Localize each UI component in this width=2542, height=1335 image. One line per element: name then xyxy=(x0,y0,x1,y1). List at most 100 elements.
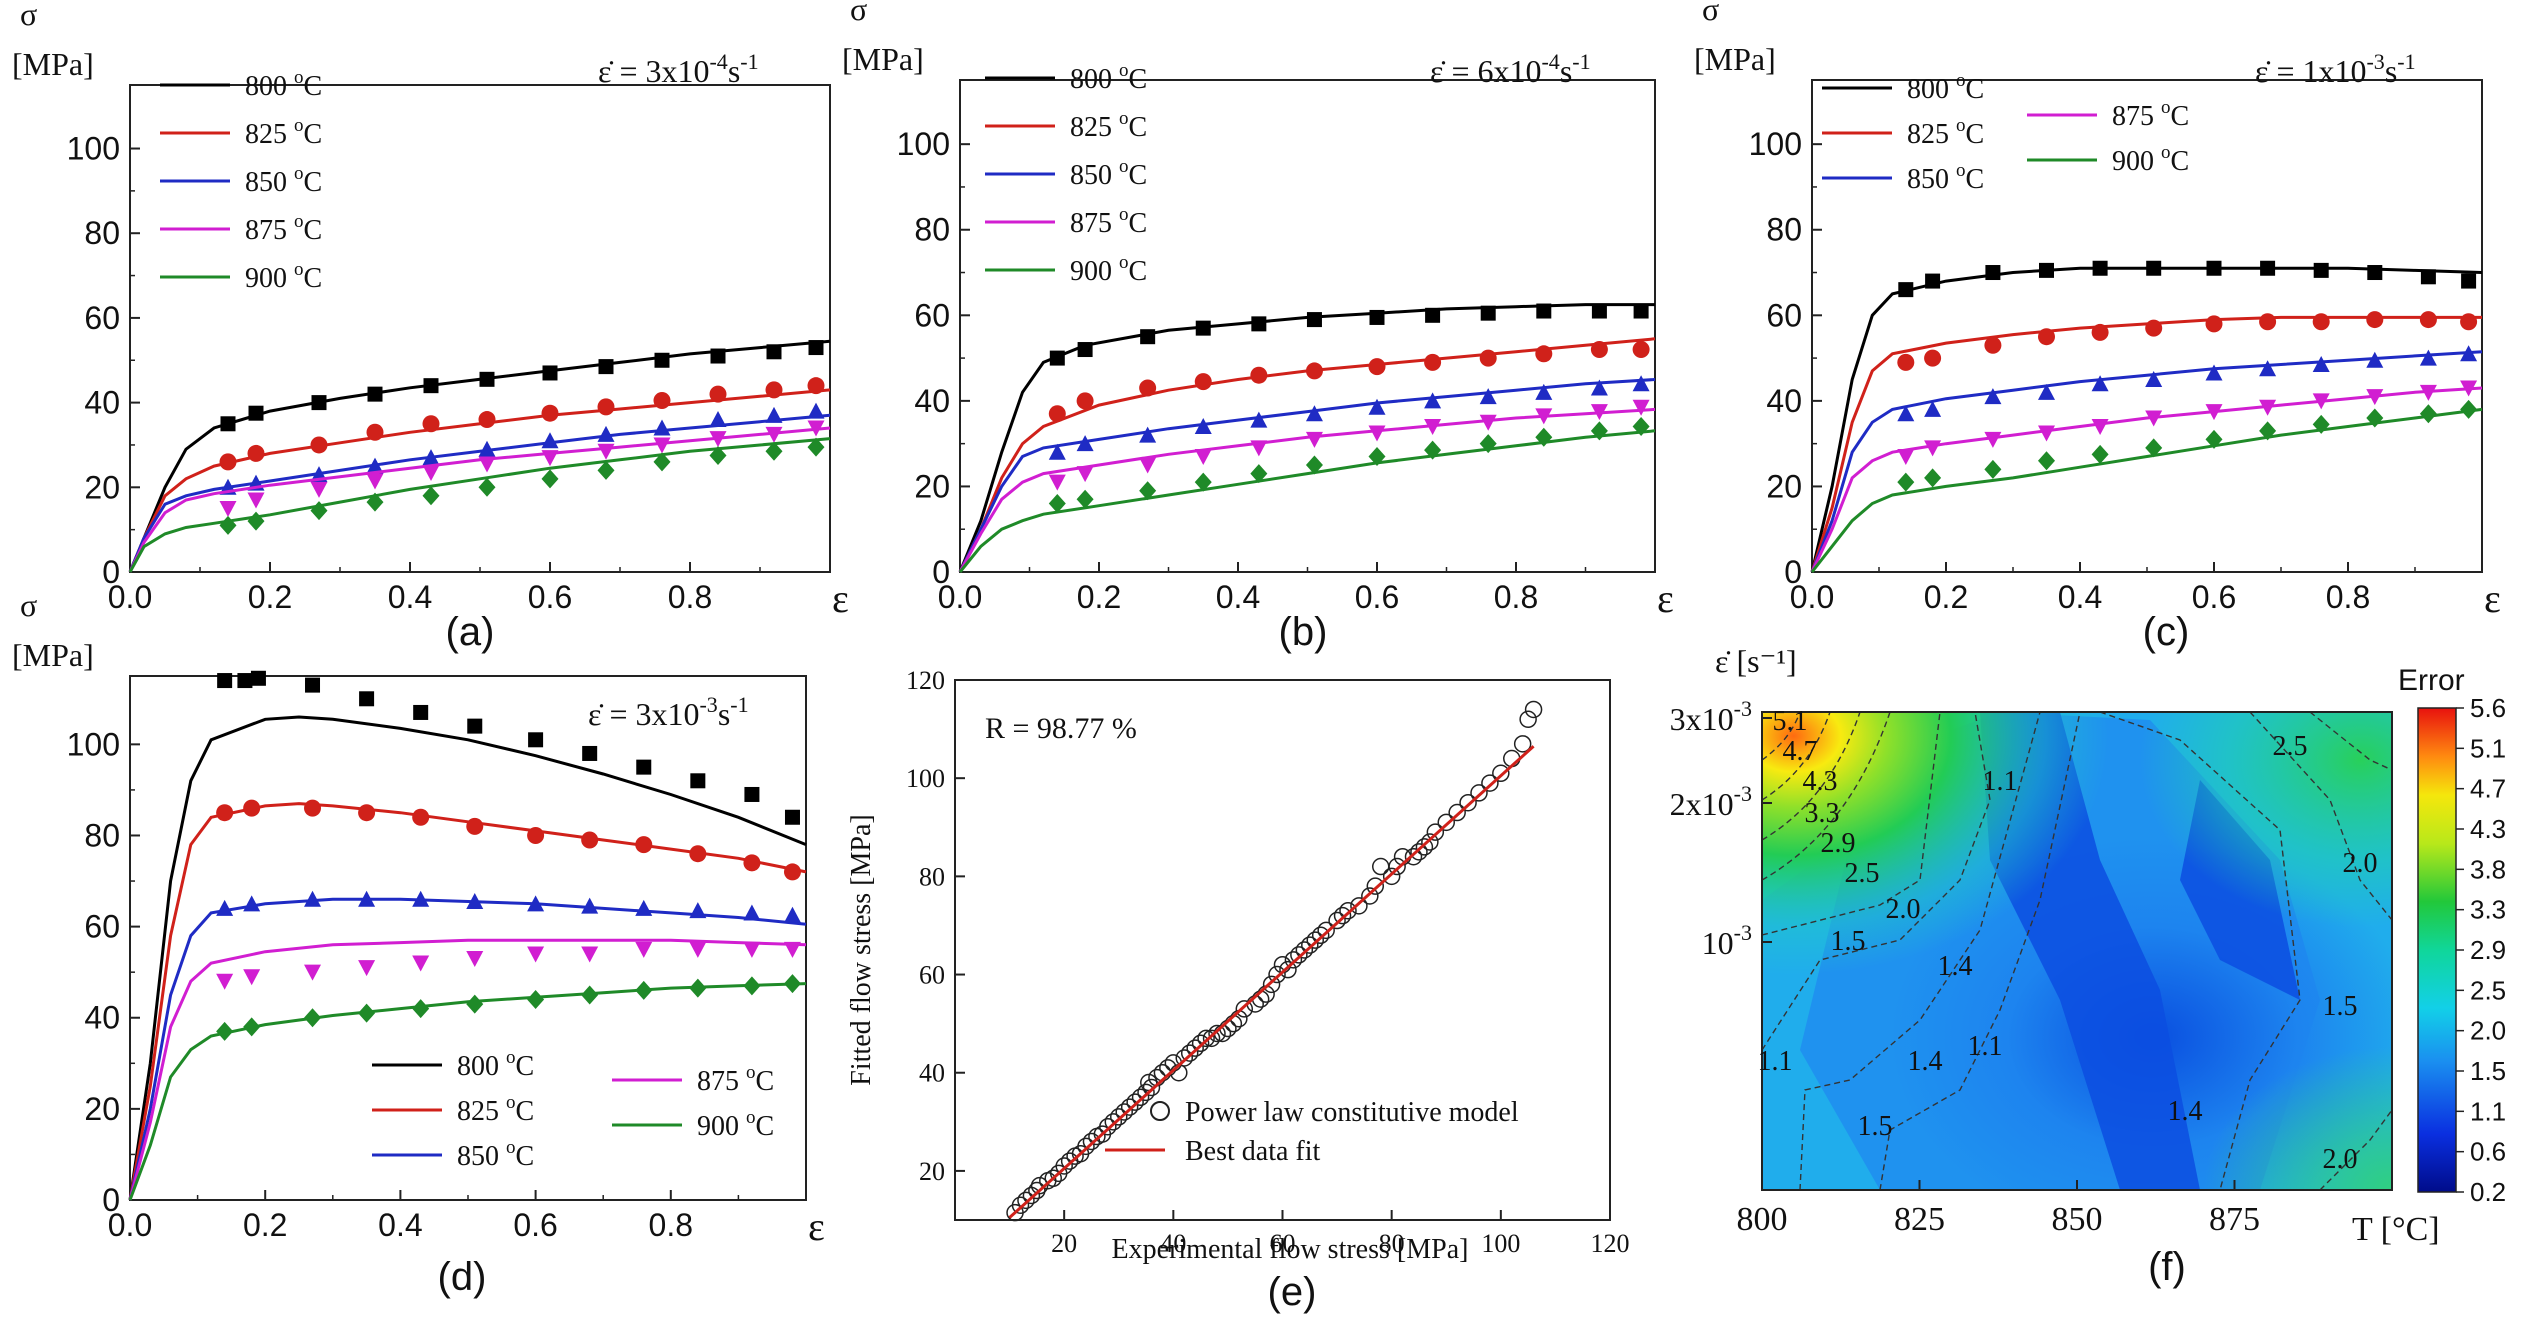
data-point-875 xyxy=(216,973,234,990)
panel-f-xlabel: T [°C] xyxy=(2352,1211,2440,1248)
data-point-875 xyxy=(247,492,265,509)
legend-label-875: 875 oC xyxy=(697,1062,774,1097)
contour-line xyxy=(1762,712,1891,881)
data-point-875 xyxy=(743,941,761,958)
scatter-point xyxy=(1262,975,1281,994)
series-875 xyxy=(128,420,831,573)
series-850 xyxy=(128,890,807,1201)
legend-label-800: 800 oC xyxy=(1907,70,1984,105)
strain-rate-annotation: ε̇ = 3x10-3s-1 xyxy=(588,692,749,732)
data-point-825 xyxy=(2312,313,2330,331)
colorbar-tick-label: 1.1 xyxy=(2470,1096,2506,1126)
x-tick-label: 0.4 xyxy=(388,579,432,615)
scatter-point xyxy=(1333,906,1352,925)
plot-frame xyxy=(129,84,831,573)
data-point-875 xyxy=(304,964,322,981)
data-point-825 xyxy=(1424,353,1442,371)
data-point-875 xyxy=(1368,425,1386,442)
x-tick-label: 0.2 xyxy=(1924,579,1968,615)
x-tick-label: 0.0 xyxy=(938,579,982,615)
data-point-800 xyxy=(467,718,483,734)
data-point-850 xyxy=(1194,418,1212,435)
data-point-900 xyxy=(527,990,545,1010)
data-point-800 xyxy=(1591,303,1607,319)
scatter-point xyxy=(1017,1191,1035,1210)
data-point-825 xyxy=(1924,349,1942,367)
contour-label: 4.3 xyxy=(1803,766,1838,797)
data-point-825 xyxy=(2419,311,2437,329)
contour-label: 1.1 xyxy=(1968,1031,2003,1062)
y-tick-label: 0 xyxy=(932,554,950,590)
data-point-850 xyxy=(2366,351,2384,368)
data-point-900 xyxy=(2366,408,2384,428)
data-point-800 xyxy=(1077,342,1093,358)
data-point-875 xyxy=(709,431,727,448)
x-tick-label: 80 xyxy=(1379,1229,1405,1258)
series-875 xyxy=(1810,380,2483,573)
data-point-825 xyxy=(1076,392,1094,410)
data-point-900 xyxy=(597,460,615,480)
data-point-900 xyxy=(1479,434,1497,454)
y-tick-label: 40 xyxy=(919,1059,945,1088)
data-point-875 xyxy=(1632,399,1650,416)
strain-rate-annotation: ε̇ = 6x10-4s-1 xyxy=(1430,49,1591,89)
data-point-850 xyxy=(366,457,384,474)
contour-line xyxy=(1762,712,1861,841)
scatter-point xyxy=(1268,965,1286,984)
data-point-850 xyxy=(765,406,783,423)
data-point-900 xyxy=(304,1008,322,1028)
data-point-800 xyxy=(250,670,266,686)
legend-label-850: 850 oC xyxy=(1070,156,1147,191)
data-point-875 xyxy=(765,426,783,443)
scatter-point xyxy=(1301,936,1319,954)
data-point-800 xyxy=(2461,273,2477,289)
series-900 xyxy=(1810,399,2483,573)
data-point-800 xyxy=(710,348,726,364)
data-point-900 xyxy=(219,515,237,535)
data-point-825 xyxy=(689,845,707,863)
y-tick-label: 40 xyxy=(914,383,950,419)
data-point-850 xyxy=(1632,375,1650,392)
contour-label: 2.0 xyxy=(1886,894,1921,925)
data-point-825 xyxy=(2038,328,2055,346)
data-point-800 xyxy=(237,673,253,689)
data-point-875 xyxy=(310,481,328,498)
scatter-point xyxy=(1426,823,1445,841)
y-tick-label: 100 xyxy=(897,126,950,162)
scatter-point xyxy=(1186,1039,1204,1057)
contour-label: 1.5 xyxy=(1858,1111,1893,1142)
fit-curve-825 xyxy=(1810,315,2482,573)
best-fit-line xyxy=(1008,745,1535,1219)
data-point-800 xyxy=(359,691,375,707)
x-tick-label: 0.4 xyxy=(378,1207,422,1243)
data-point-850 xyxy=(581,897,599,914)
data-point-900 xyxy=(709,446,727,466)
data-point-900 xyxy=(1250,464,1268,484)
panel-label: (b) xyxy=(1279,610,1328,654)
data-point-900 xyxy=(1076,489,1094,509)
data-point-825 xyxy=(597,398,615,416)
scatter-point xyxy=(1104,1113,1123,1131)
series-800 xyxy=(128,670,807,1201)
y-axis-unit: [MPa] xyxy=(12,46,94,82)
data-point-875 xyxy=(807,420,825,437)
fit-curve-875 xyxy=(128,938,807,1201)
x-tick-label: 0.6 xyxy=(528,579,572,615)
x-tick-label: 0.8 xyxy=(668,579,712,615)
y-tick-label: 20 xyxy=(84,1091,120,1127)
contour-label: 1.1 xyxy=(1758,1046,1793,1077)
series-850 xyxy=(958,375,1656,573)
contour-line xyxy=(1762,712,1991,1051)
panel-f: 5.14.74.33.32.92.52.01.51.41.11.11.41.11… xyxy=(1670,643,2506,1289)
data-point-900 xyxy=(1897,472,1915,492)
data-point-900 xyxy=(1535,427,1553,447)
y-tick-label: 40 xyxy=(84,1000,120,1036)
data-point-900 xyxy=(2312,414,2330,434)
data-point-850 xyxy=(2205,364,2223,381)
contour-line xyxy=(1799,712,2041,1190)
data-point-800 xyxy=(1425,307,1441,323)
data-point-825 xyxy=(478,411,496,429)
x-tick-label: 0.0 xyxy=(108,1207,152,1243)
colorbar-tick-label: 3.8 xyxy=(2470,854,2506,884)
